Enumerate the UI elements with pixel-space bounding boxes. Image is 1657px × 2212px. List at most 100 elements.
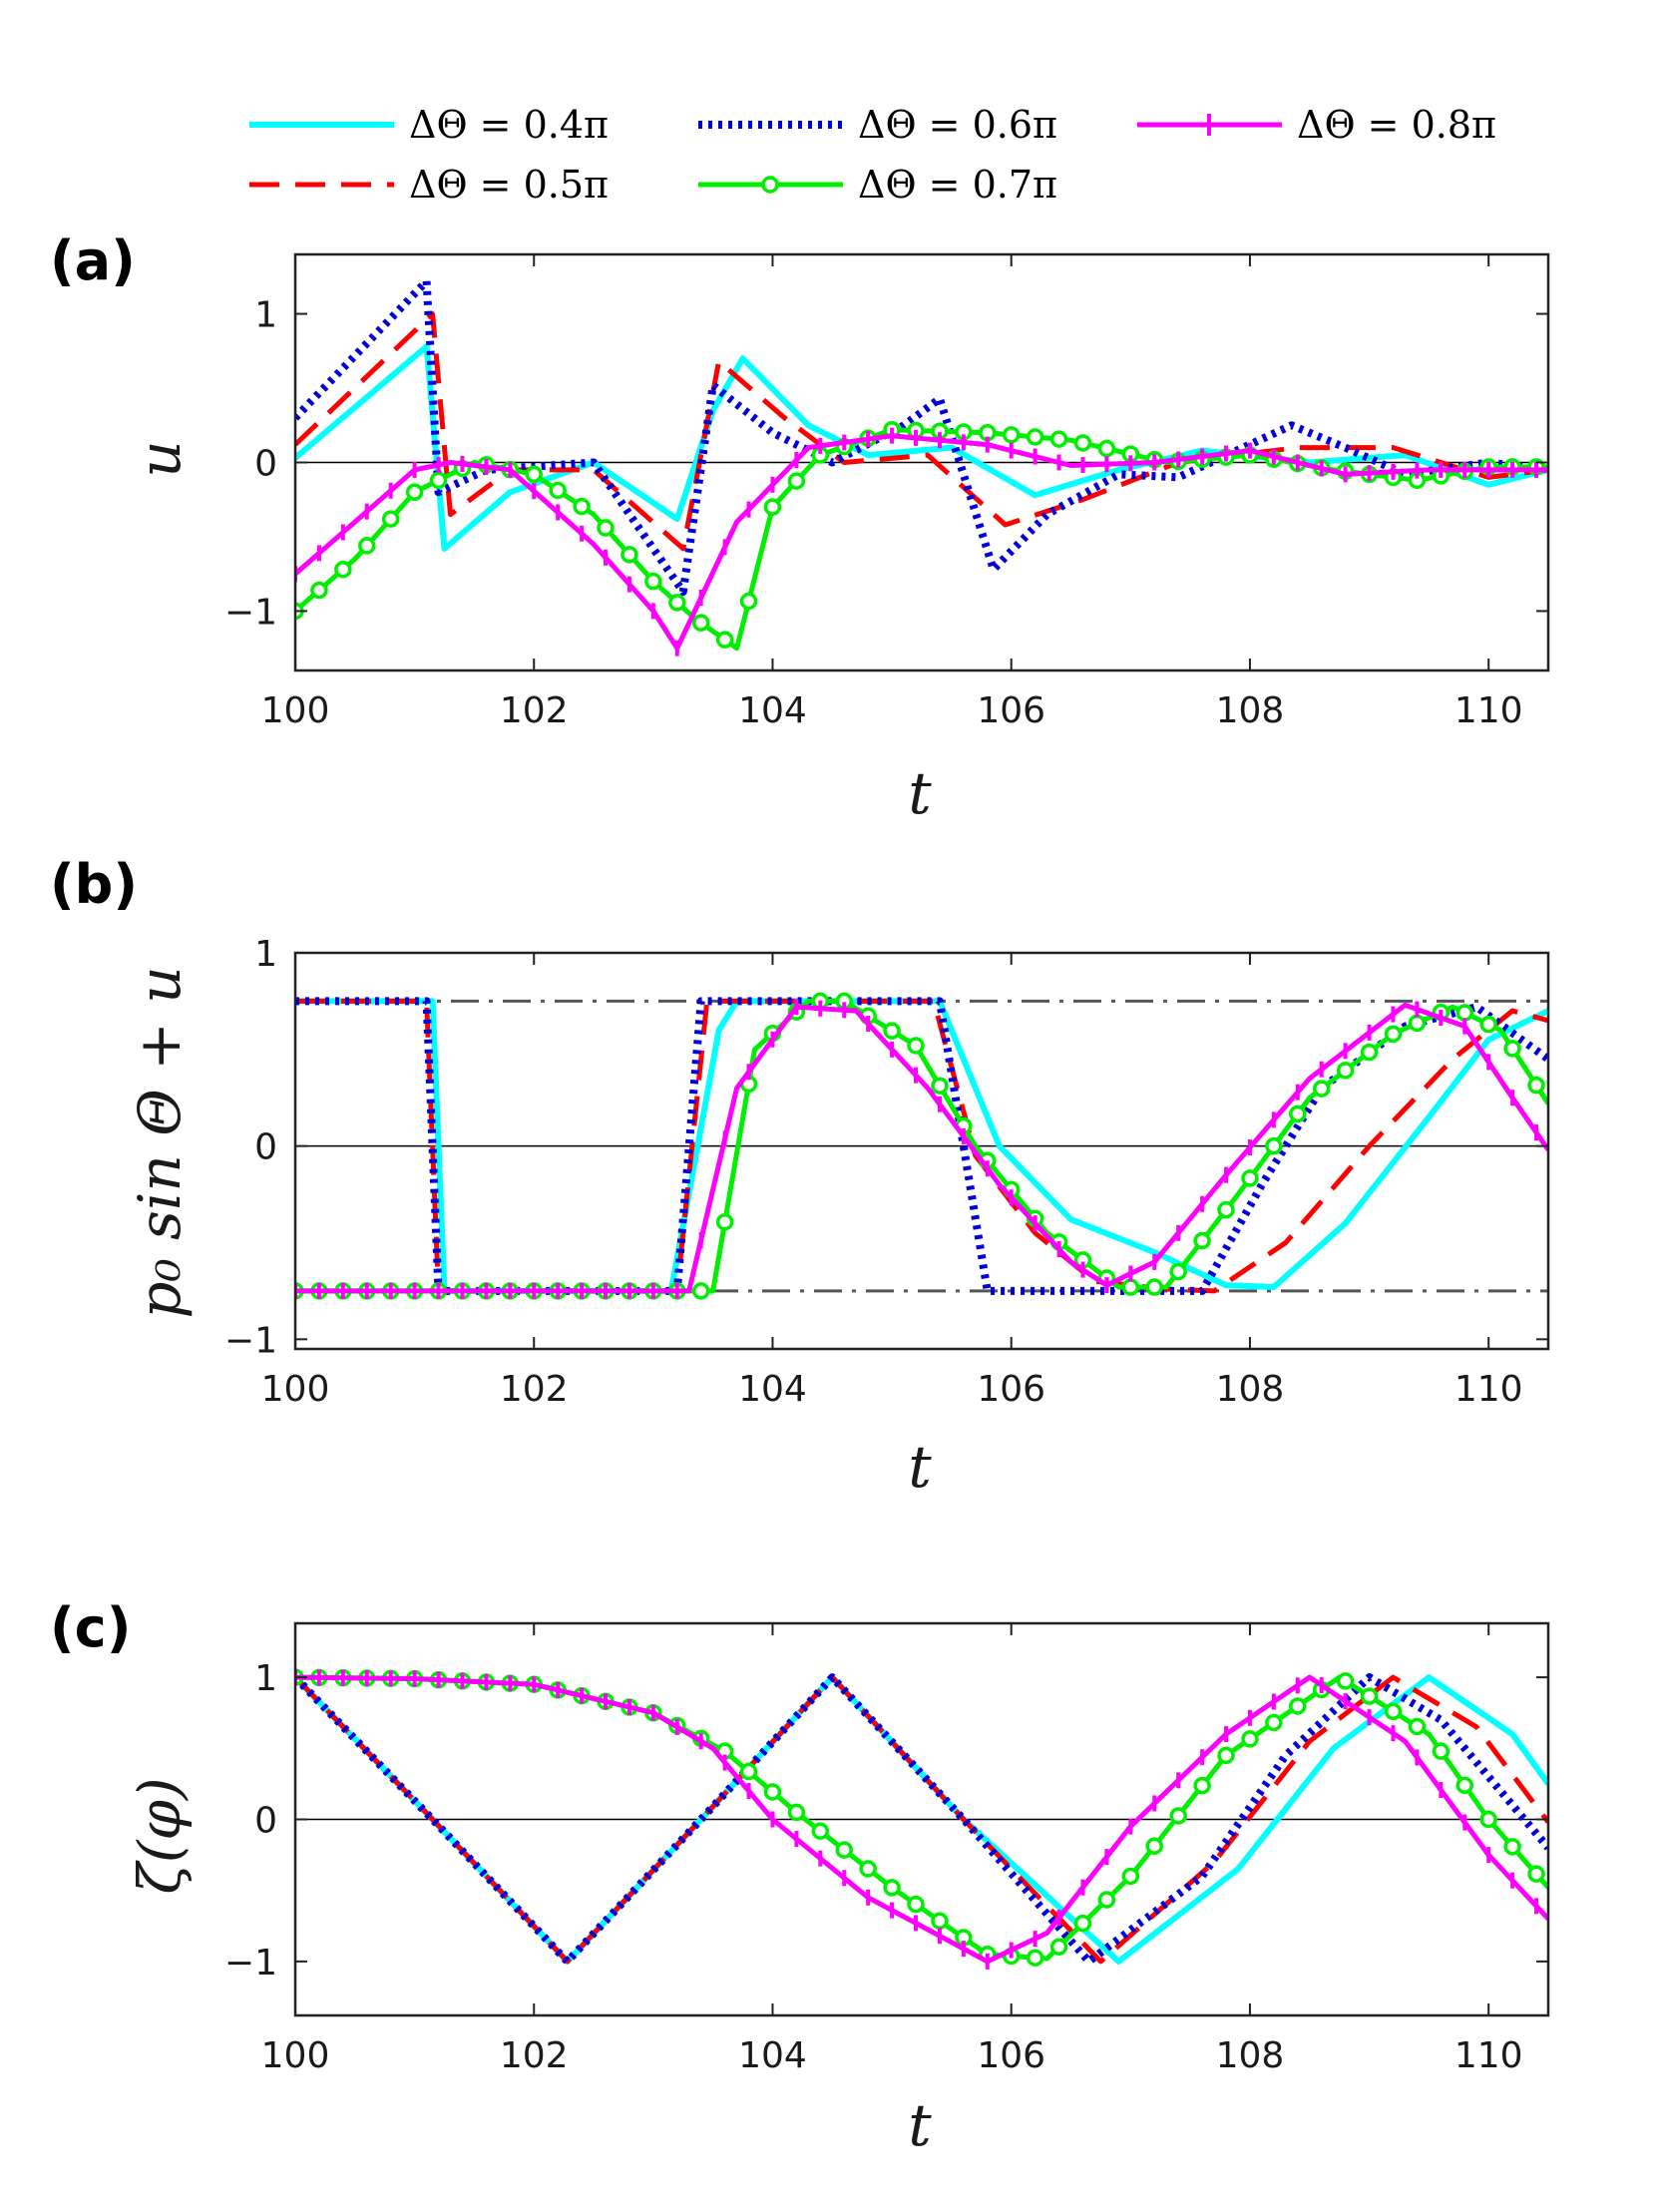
panel-label: (b) bbox=[50, 853, 138, 916]
marker-dth07 bbox=[1193, 1231, 1211, 1250]
plot-area bbox=[295, 1668, 1548, 1970]
x-tick-label: 100 bbox=[261, 690, 330, 731]
axes-box bbox=[293, 951, 1550, 1351]
marker-dth07 bbox=[1289, 1697, 1307, 1715]
marker-dth07 bbox=[1432, 1742, 1450, 1760]
marker-dth07 bbox=[1336, 1672, 1355, 1690]
marker-dth07 bbox=[1073, 1914, 1092, 1933]
series-line-dth08 bbox=[295, 433, 1548, 652]
legend-entry-dth04: ΔΘ = 0.4π bbox=[249, 103, 609, 147]
x-tick-label: 104 bbox=[738, 690, 807, 731]
y-tick-label: 0 bbox=[254, 1801, 277, 1842]
marker-dth07 bbox=[1121, 1278, 1140, 1296]
x-tick-label: 106 bbox=[977, 1369, 1045, 1410]
y-tick-label: 1 bbox=[254, 934, 277, 975]
x-tick-label: 100 bbox=[261, 2035, 330, 2076]
marker-dth07 bbox=[1265, 1713, 1283, 1732]
x-tick-label: 110 bbox=[1454, 690, 1523, 731]
marker-dth07 bbox=[1145, 1278, 1164, 1296]
marker-dth07 bbox=[381, 510, 400, 528]
marker-dth07 bbox=[715, 1212, 734, 1231]
x-tick-label: 102 bbox=[500, 690, 569, 731]
marker-dth07 bbox=[1503, 1040, 1521, 1058]
series-line-dth05 bbox=[295, 1674, 1548, 1965]
marker-dth07 bbox=[1312, 1080, 1331, 1098]
marker-dth07 bbox=[1121, 1867, 1140, 1886]
x-tick-label: 106 bbox=[977, 690, 1045, 731]
marker-dth07 bbox=[1360, 1687, 1379, 1705]
marker-dth07 bbox=[859, 1860, 877, 1878]
legend-entry-dth05: ΔΘ = 0.5π bbox=[249, 163, 609, 207]
marker-dth07 bbox=[907, 1895, 925, 1914]
panel-label: (a) bbox=[50, 229, 136, 292]
legend: ΔΘ = 0.4π ΔΘ = 0.6π ΔΘ = 0.8π ΔΘ = 0.5π … bbox=[249, 103, 1496, 207]
marker-dth07 bbox=[358, 537, 376, 555]
marker-dth07 bbox=[1384, 1025, 1403, 1044]
legend-label-dth05: ΔΘ = 0.5π bbox=[409, 163, 609, 207]
marker-dth07 bbox=[525, 465, 543, 484]
marker-dth07 bbox=[691, 614, 710, 632]
marker-dth07 bbox=[429, 471, 448, 490]
marker-dth07 bbox=[763, 1783, 782, 1801]
marker-dth07 bbox=[1408, 1717, 1427, 1736]
marker-dth07 bbox=[1073, 434, 1092, 452]
marker-dth07 bbox=[1145, 1837, 1164, 1855]
y-tick-label: 1 bbox=[254, 1658, 277, 1699]
panel-label: (c) bbox=[50, 1596, 131, 1659]
series-line-dth07 bbox=[295, 1674, 1548, 1962]
marker-dth07 bbox=[739, 1762, 758, 1781]
marker-dth07 bbox=[1193, 1776, 1211, 1795]
marker-dth07 bbox=[907, 1037, 925, 1055]
x-tick-label: 108 bbox=[1216, 2035, 1285, 2076]
x-axis-label: t bbox=[908, 1433, 932, 1501]
marker-dth07 bbox=[1026, 428, 1044, 446]
legend-entry-dth07: ΔΘ = 0.7π bbox=[698, 163, 1057, 207]
x-tick-label: 110 bbox=[1454, 2035, 1523, 2076]
panel-c: (c) ζ(φ) t 100 102 104 106 108 110 −1 0 1 bbox=[50, 1596, 1550, 2159]
marker-dth07 bbox=[549, 481, 567, 500]
series-line-dth05 bbox=[295, 311, 1548, 552]
marker-dth07 bbox=[668, 594, 686, 612]
marker-dth07 bbox=[1049, 430, 1068, 448]
marker-dth07 bbox=[763, 498, 782, 516]
marker-dth07 bbox=[1169, 1807, 1187, 1825]
plot-area bbox=[295, 992, 1548, 1300]
marker-dth07 bbox=[1097, 439, 1116, 458]
x-axis-label: t bbox=[908, 2091, 932, 2159]
marker-dth07 bbox=[597, 519, 615, 537]
marker-dth07 bbox=[1455, 1776, 1474, 1795]
y-tick-label: 0 bbox=[254, 444, 277, 485]
y-axis-label: ζ(φ) bbox=[126, 1777, 194, 1894]
panel-b: (b) p₀ sin Θ + u t 100 102 104 106 108 110 −1 0… bbox=[50, 853, 1550, 1501]
legend-label-dth07: ΔΘ = 0.7π bbox=[858, 163, 1057, 207]
marker-dth07 bbox=[310, 581, 328, 600]
series-line-dth08 bbox=[295, 1002, 1548, 1294]
marker-dth07 bbox=[1097, 1891, 1116, 1909]
legend-label-dth08: ΔΘ = 0.8π bbox=[1297, 103, 1496, 147]
marker-dth07 bbox=[1169, 1262, 1187, 1281]
marker-dth07 bbox=[1360, 1043, 1379, 1062]
y-axis-label: p₀ sin Θ + u bbox=[126, 966, 194, 1318]
marker-dth07 bbox=[1527, 1865, 1545, 1883]
marker-dth07 bbox=[1336, 1062, 1355, 1080]
series-line-dth06 bbox=[295, 1673, 1548, 1966]
marker-dth07 bbox=[644, 572, 662, 591]
marker-dth07 bbox=[1217, 1746, 1235, 1765]
legend-label-dth06: ΔΘ = 0.6π bbox=[858, 103, 1057, 147]
x-tick-label: 110 bbox=[1454, 1369, 1523, 1410]
marker-dth07 bbox=[931, 1912, 949, 1931]
marker-dth07 bbox=[1503, 1838, 1521, 1856]
x-tick-label: 106 bbox=[977, 2035, 1045, 2076]
y-tick-label: 1 bbox=[254, 295, 277, 336]
marker-dth07 bbox=[691, 1282, 710, 1300]
marker-dth07 bbox=[883, 1879, 901, 1897]
marker-dth07 bbox=[1527, 1076, 1545, 1095]
marker-dth07 bbox=[1289, 1105, 1307, 1123]
legend-entry-dth06: ΔΘ = 0.6π bbox=[698, 103, 1057, 147]
marker-dth07 bbox=[405, 483, 424, 502]
y-axis-label: u bbox=[126, 440, 194, 477]
legend-entry-dth08: ΔΘ = 0.8π bbox=[1137, 103, 1496, 147]
marker-dth07 bbox=[739, 592, 758, 611]
marker-dth07 bbox=[1217, 1200, 1235, 1219]
y-tick-label: −1 bbox=[224, 1320, 277, 1361]
